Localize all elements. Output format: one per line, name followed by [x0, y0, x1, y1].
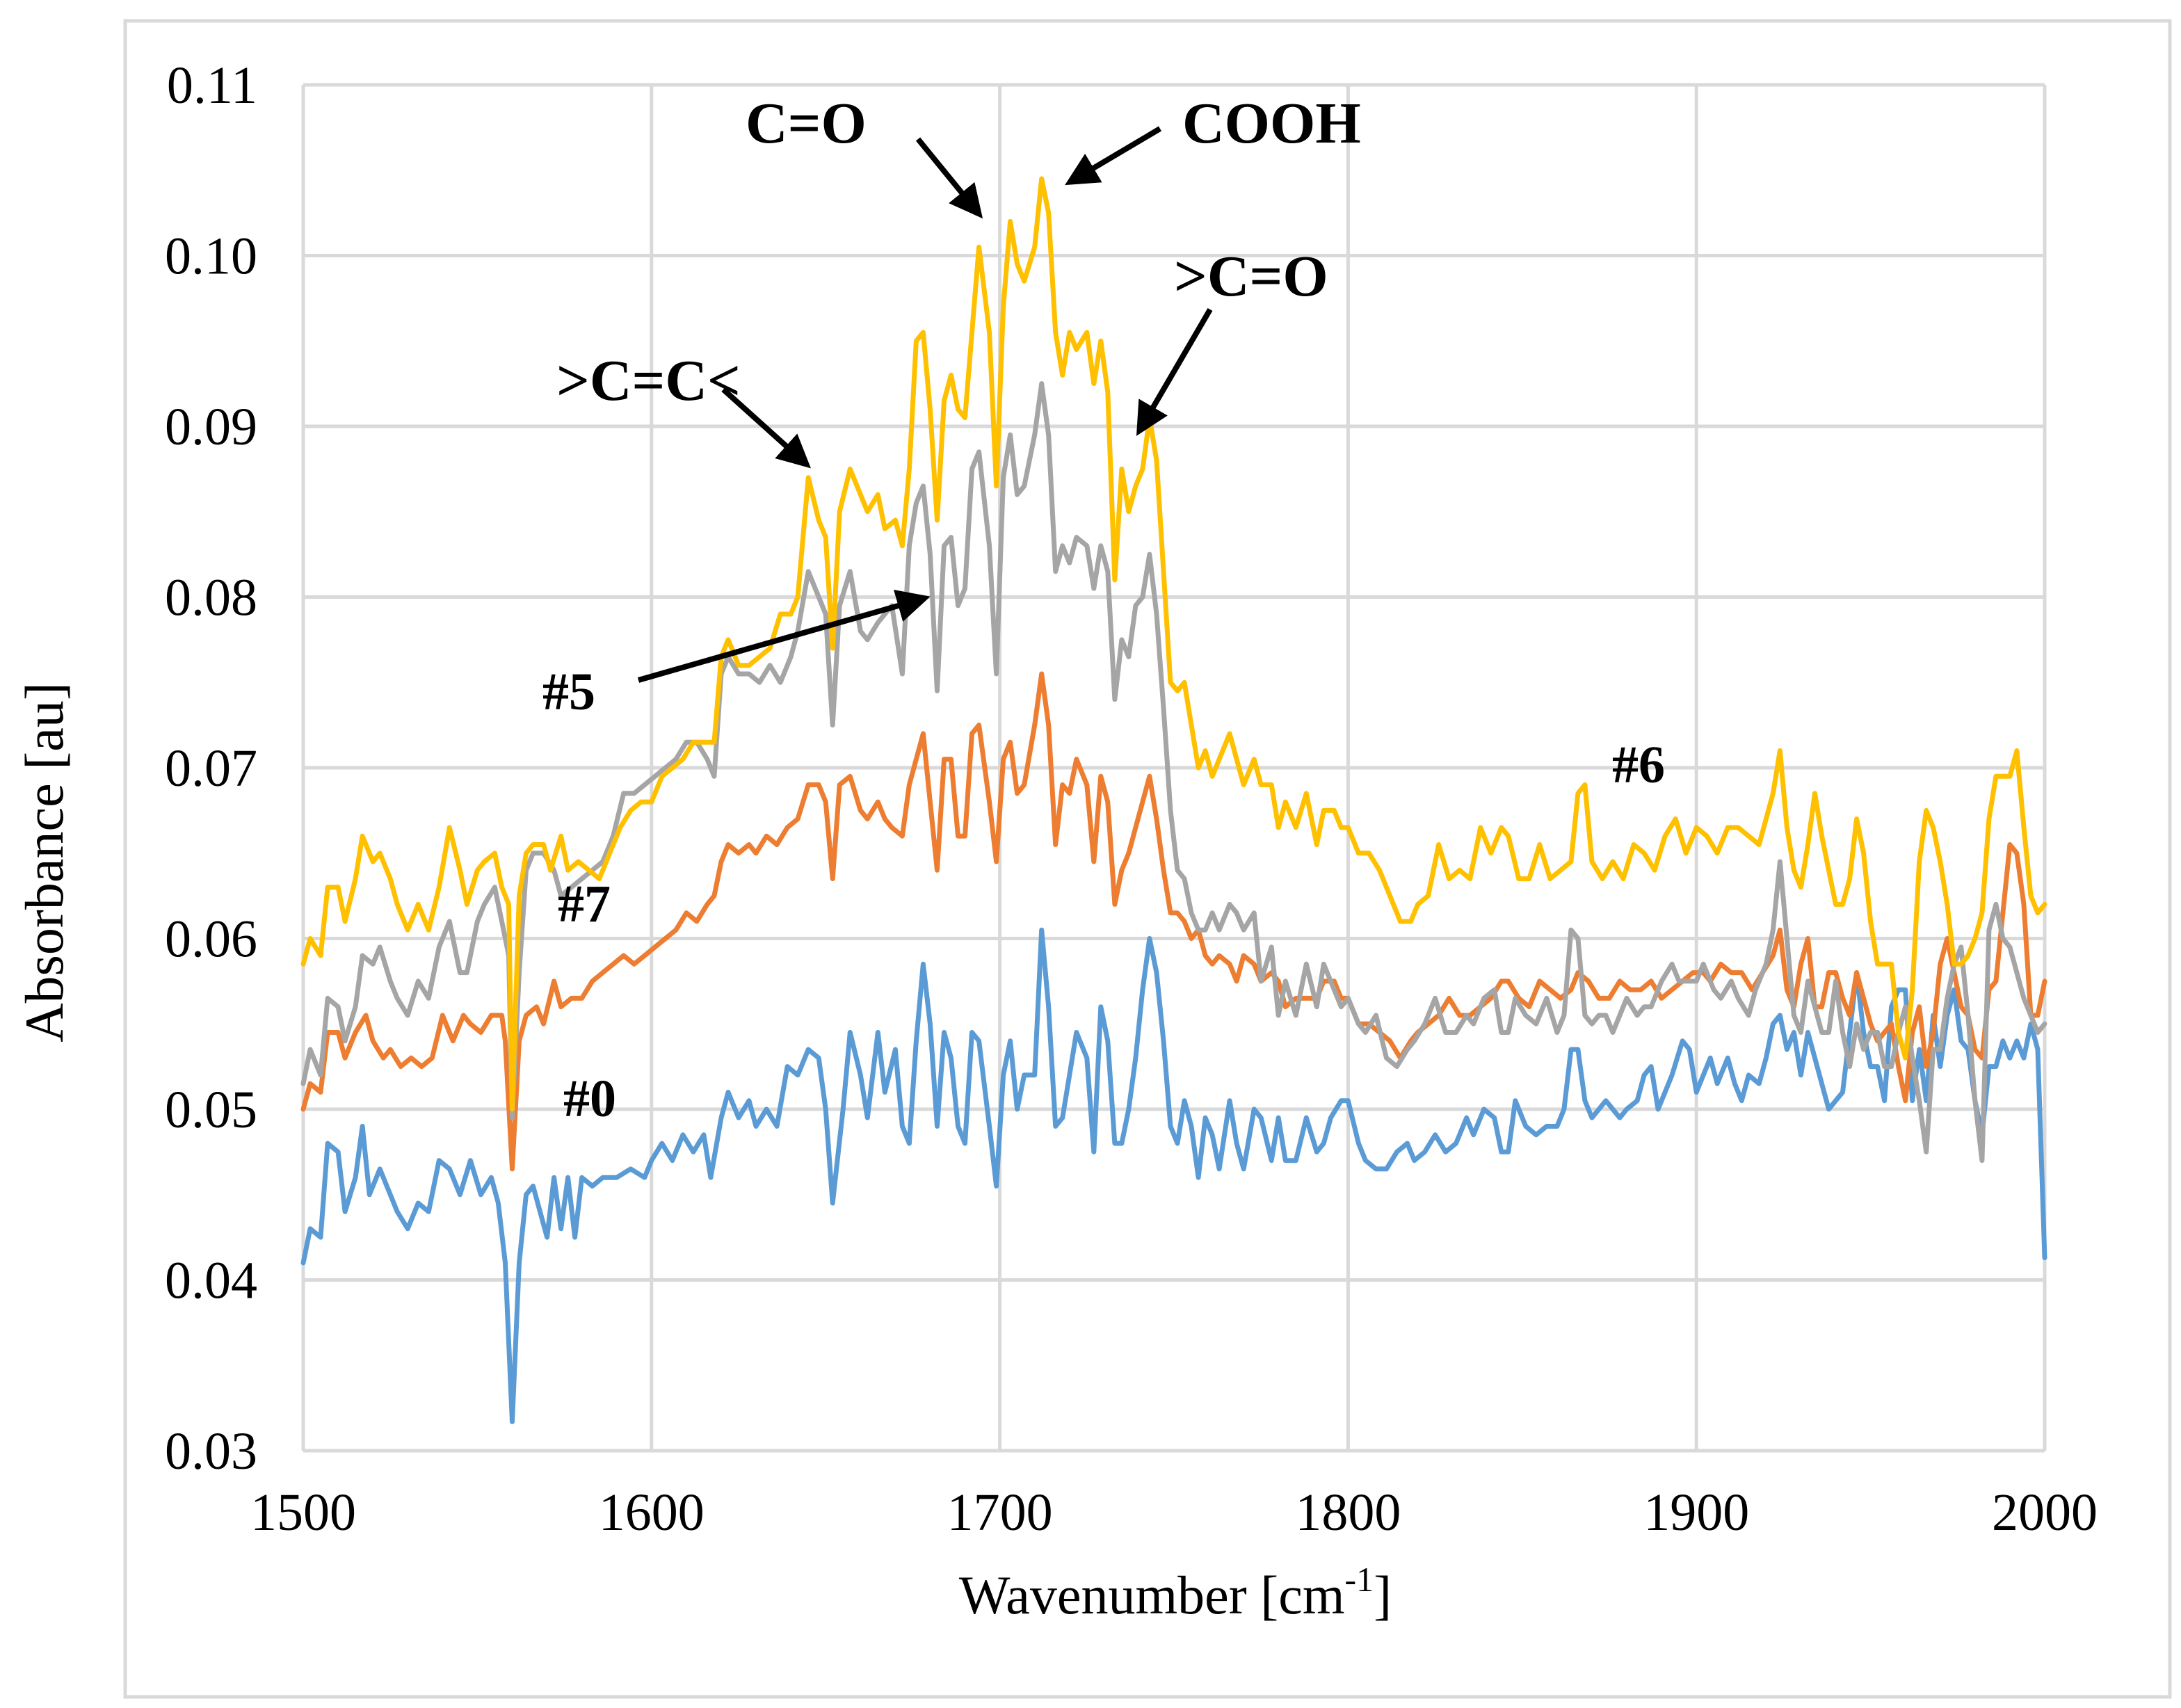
x-axis-title: Wavenumber [cm-1] — [959, 1560, 1392, 1625]
annotation-cc: >C=C< — [556, 348, 741, 413]
x-tick-label: 1800 — [1295, 1483, 1401, 1542]
y-tick-label: 0.04 — [165, 1252, 257, 1310]
arrow-co2 — [1136, 307, 1213, 436]
annotation-co: C=O — [746, 91, 867, 156]
arrow-cooh — [1065, 126, 1162, 186]
annotation-co2: >C=O — [1174, 244, 1328, 309]
x-tick-label: 1900 — [1643, 1483, 1749, 1542]
series-label-5: #5 — [542, 663, 595, 721]
tick-layer: 0.03 0.04 0.05 0.06 0.07 0.08 0.09 0.10 0.11 1500… — [165, 56, 2098, 1542]
series-line-7 — [300, 671, 2047, 1172]
y-tick-label: 0.05 — [165, 1081, 257, 1139]
series-line-5 — [300, 381, 2047, 1163]
x-tick-label: 1700 — [947, 1483, 1053, 1542]
x-tick-label: 1600 — [599, 1483, 705, 1542]
series-label-7: #7 — [558, 875, 611, 933]
series-label-0: #0 — [563, 1070, 616, 1128]
y-tick-label: 0.07 — [165, 739, 257, 798]
y-tick-label: 0.09 — [165, 398, 257, 456]
y-tick-label: 0.11 — [167, 56, 257, 115]
y-tick-label: 0.06 — [165, 910, 257, 969]
x-tick-label: 1500 — [250, 1483, 356, 1542]
y-tick-label: 0.08 — [165, 569, 257, 627]
annotation-cooh: COOH — [1182, 91, 1361, 156]
arrow-5 — [637, 589, 931, 683]
x-axis-title-end: ] — [1374, 1565, 1392, 1625]
series-label-6: #6 — [1612, 736, 1665, 794]
series-line-0 — [300, 927, 2047, 1424]
chart-frame — [123, 19, 2172, 1699]
arrow-cc — [721, 387, 811, 469]
y-axis-title: Absorbance [au] — [14, 682, 74, 1042]
x-axis-title-sup: -1 — [1345, 1560, 1374, 1599]
y-tick-label: 0.10 — [165, 227, 257, 286]
grid-layer — [301, 83, 2047, 1453]
series-line-6 — [300, 176, 2047, 1112]
x-axis-title-main: Wavenumber [cm — [959, 1565, 1345, 1625]
arrow-co — [915, 137, 983, 219]
series-layer — [300, 176, 2047, 1424]
y-tick-label: 0.03 — [165, 1422, 257, 1481]
x-tick-label: 2000 — [1992, 1483, 2098, 1542]
